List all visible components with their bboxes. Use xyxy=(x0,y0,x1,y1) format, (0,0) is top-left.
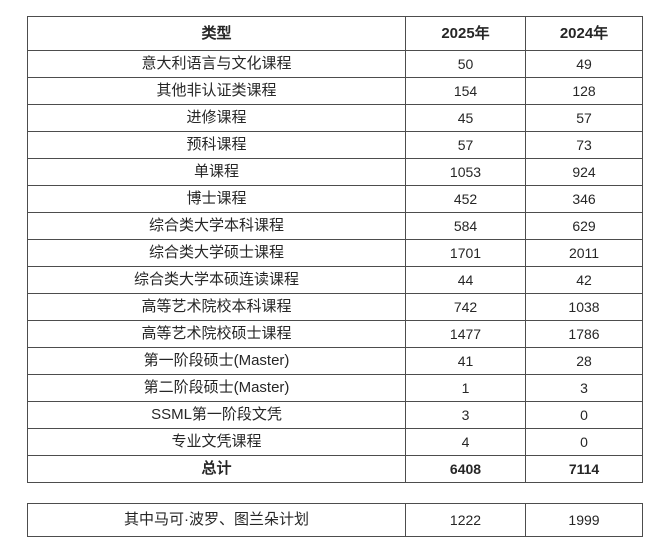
value-2024-cell: 2011 xyxy=(525,239,643,267)
table-row: 进修课程 45 57 xyxy=(27,104,643,132)
type-cell: 意大利语言与文化课程 xyxy=(27,50,406,78)
value-2024-cell: 0 xyxy=(525,428,643,456)
value-2024-cell: 49 xyxy=(525,50,643,78)
type-cell: 综合类大学本硕连读课程 xyxy=(27,266,406,294)
value-2025-cell: 3 xyxy=(405,401,526,429)
value-2024-cell: 3 xyxy=(525,374,643,402)
value-2024-cell: 28 xyxy=(525,347,643,375)
value-2024-cell: 346 xyxy=(525,185,643,213)
table-row: 博士课程 452 346 xyxy=(27,185,643,213)
table-body: 意大利语言与文化课程 50 49 其他非认证类课程 154 128 进修课程 4… xyxy=(27,50,643,456)
type-cell: 综合类大学硕士课程 xyxy=(27,239,406,267)
table-row: 其他非认证类课程 154 128 xyxy=(27,77,643,105)
type-cell: 单课程 xyxy=(27,158,406,186)
value-2025-cell: 45 xyxy=(405,104,526,132)
header-type: 类型 xyxy=(27,16,406,51)
table-row: 意大利语言与文化课程 50 49 xyxy=(27,50,643,78)
table-row: 第二阶段硕士(Master) 1 3 xyxy=(27,374,643,402)
value-2024-cell: 0 xyxy=(525,401,643,429)
total-2025-cell: 6408 xyxy=(405,455,526,483)
value-2024-cell: 1038 xyxy=(525,293,643,321)
type-cell: 第二阶段硕士(Master) xyxy=(27,374,406,402)
total-2024-cell: 7114 xyxy=(525,455,643,483)
type-cell: 博士课程 xyxy=(27,185,406,213)
value-2025-cell: 584 xyxy=(405,212,526,240)
table-row: 综合类大学本科课程 584 629 xyxy=(27,212,643,240)
value-2025-cell: 57 xyxy=(405,131,526,159)
footer-row: 其中马可·波罗、图兰朵计划 1222 1999 xyxy=(27,503,643,537)
value-2025-cell: 1477 xyxy=(405,320,526,348)
marco-polo-turandot-table: 其中马可·波罗、图兰朵计划 1222 1999 xyxy=(27,503,643,537)
type-cell: 第一阶段硕士(Master) xyxy=(27,347,406,375)
table-row: 预科课程 57 73 xyxy=(27,131,643,159)
table-row: SSML第一阶段文凭 3 0 xyxy=(27,401,643,429)
type-cell: 预科课程 xyxy=(27,131,406,159)
total-row: 总计 6408 7114 xyxy=(27,455,643,483)
value-2025-cell: 1053 xyxy=(405,158,526,186)
table-row: 单课程 1053 924 xyxy=(27,158,643,186)
value-2025-cell: 154 xyxy=(405,77,526,105)
value-2025-cell: 50 xyxy=(405,50,526,78)
value-2025-cell: 41 xyxy=(405,347,526,375)
header-row: 类型 2025年 2024年 xyxy=(27,16,643,51)
table-row: 综合类大学本硕连读课程 44 42 xyxy=(27,266,643,294)
enrollment-by-type-table: 类型 2025年 2024年 意大利语言与文化课程 50 49 其他非认证类课程… xyxy=(27,16,643,483)
value-2025-cell: 44 xyxy=(405,266,526,294)
value-2024-cell: 629 xyxy=(525,212,643,240)
footer-2024-cell: 1999 xyxy=(525,503,643,537)
table-row: 高等艺术院校本科课程 742 1038 xyxy=(27,293,643,321)
value-2025-cell: 1 xyxy=(405,374,526,402)
type-cell: SSML第一阶段文凭 xyxy=(27,401,406,429)
value-2024-cell: 924 xyxy=(525,158,643,186)
value-2025-cell: 452 xyxy=(405,185,526,213)
type-cell: 专业文凭课程 xyxy=(27,428,406,456)
value-2024-cell: 57 xyxy=(525,104,643,132)
value-2024-cell: 42 xyxy=(525,266,643,294)
type-cell: 进修课程 xyxy=(27,104,406,132)
value-2025-cell: 1701 xyxy=(405,239,526,267)
value-2025-cell: 742 xyxy=(405,293,526,321)
total-label-cell: 总计 xyxy=(27,455,406,483)
table-row: 第一阶段硕士(Master) 41 28 xyxy=(27,347,643,375)
type-cell: 高等艺术院校硕士课程 xyxy=(27,320,406,348)
footer-2025-cell: 1222 xyxy=(405,503,526,537)
table-row: 专业文凭课程 4 0 xyxy=(27,428,643,456)
value-2024-cell: 73 xyxy=(525,131,643,159)
type-cell: 其他非认证类课程 xyxy=(27,77,406,105)
value-2024-cell: 1786 xyxy=(525,320,643,348)
header-2024: 2024年 xyxy=(525,16,643,51)
value-2024-cell: 128 xyxy=(525,77,643,105)
header-2025: 2025年 xyxy=(405,16,526,51)
table-row: 综合类大学硕士课程 1701 2011 xyxy=(27,239,643,267)
type-cell: 高等艺术院校本科课程 xyxy=(27,293,406,321)
footer-label-cell: 其中马可·波罗、图兰朵计划 xyxy=(27,503,406,537)
value-2025-cell: 4 xyxy=(405,428,526,456)
table-row: 高等艺术院校硕士课程 1477 1786 xyxy=(27,320,643,348)
type-cell: 综合类大学本科课程 xyxy=(27,212,406,240)
